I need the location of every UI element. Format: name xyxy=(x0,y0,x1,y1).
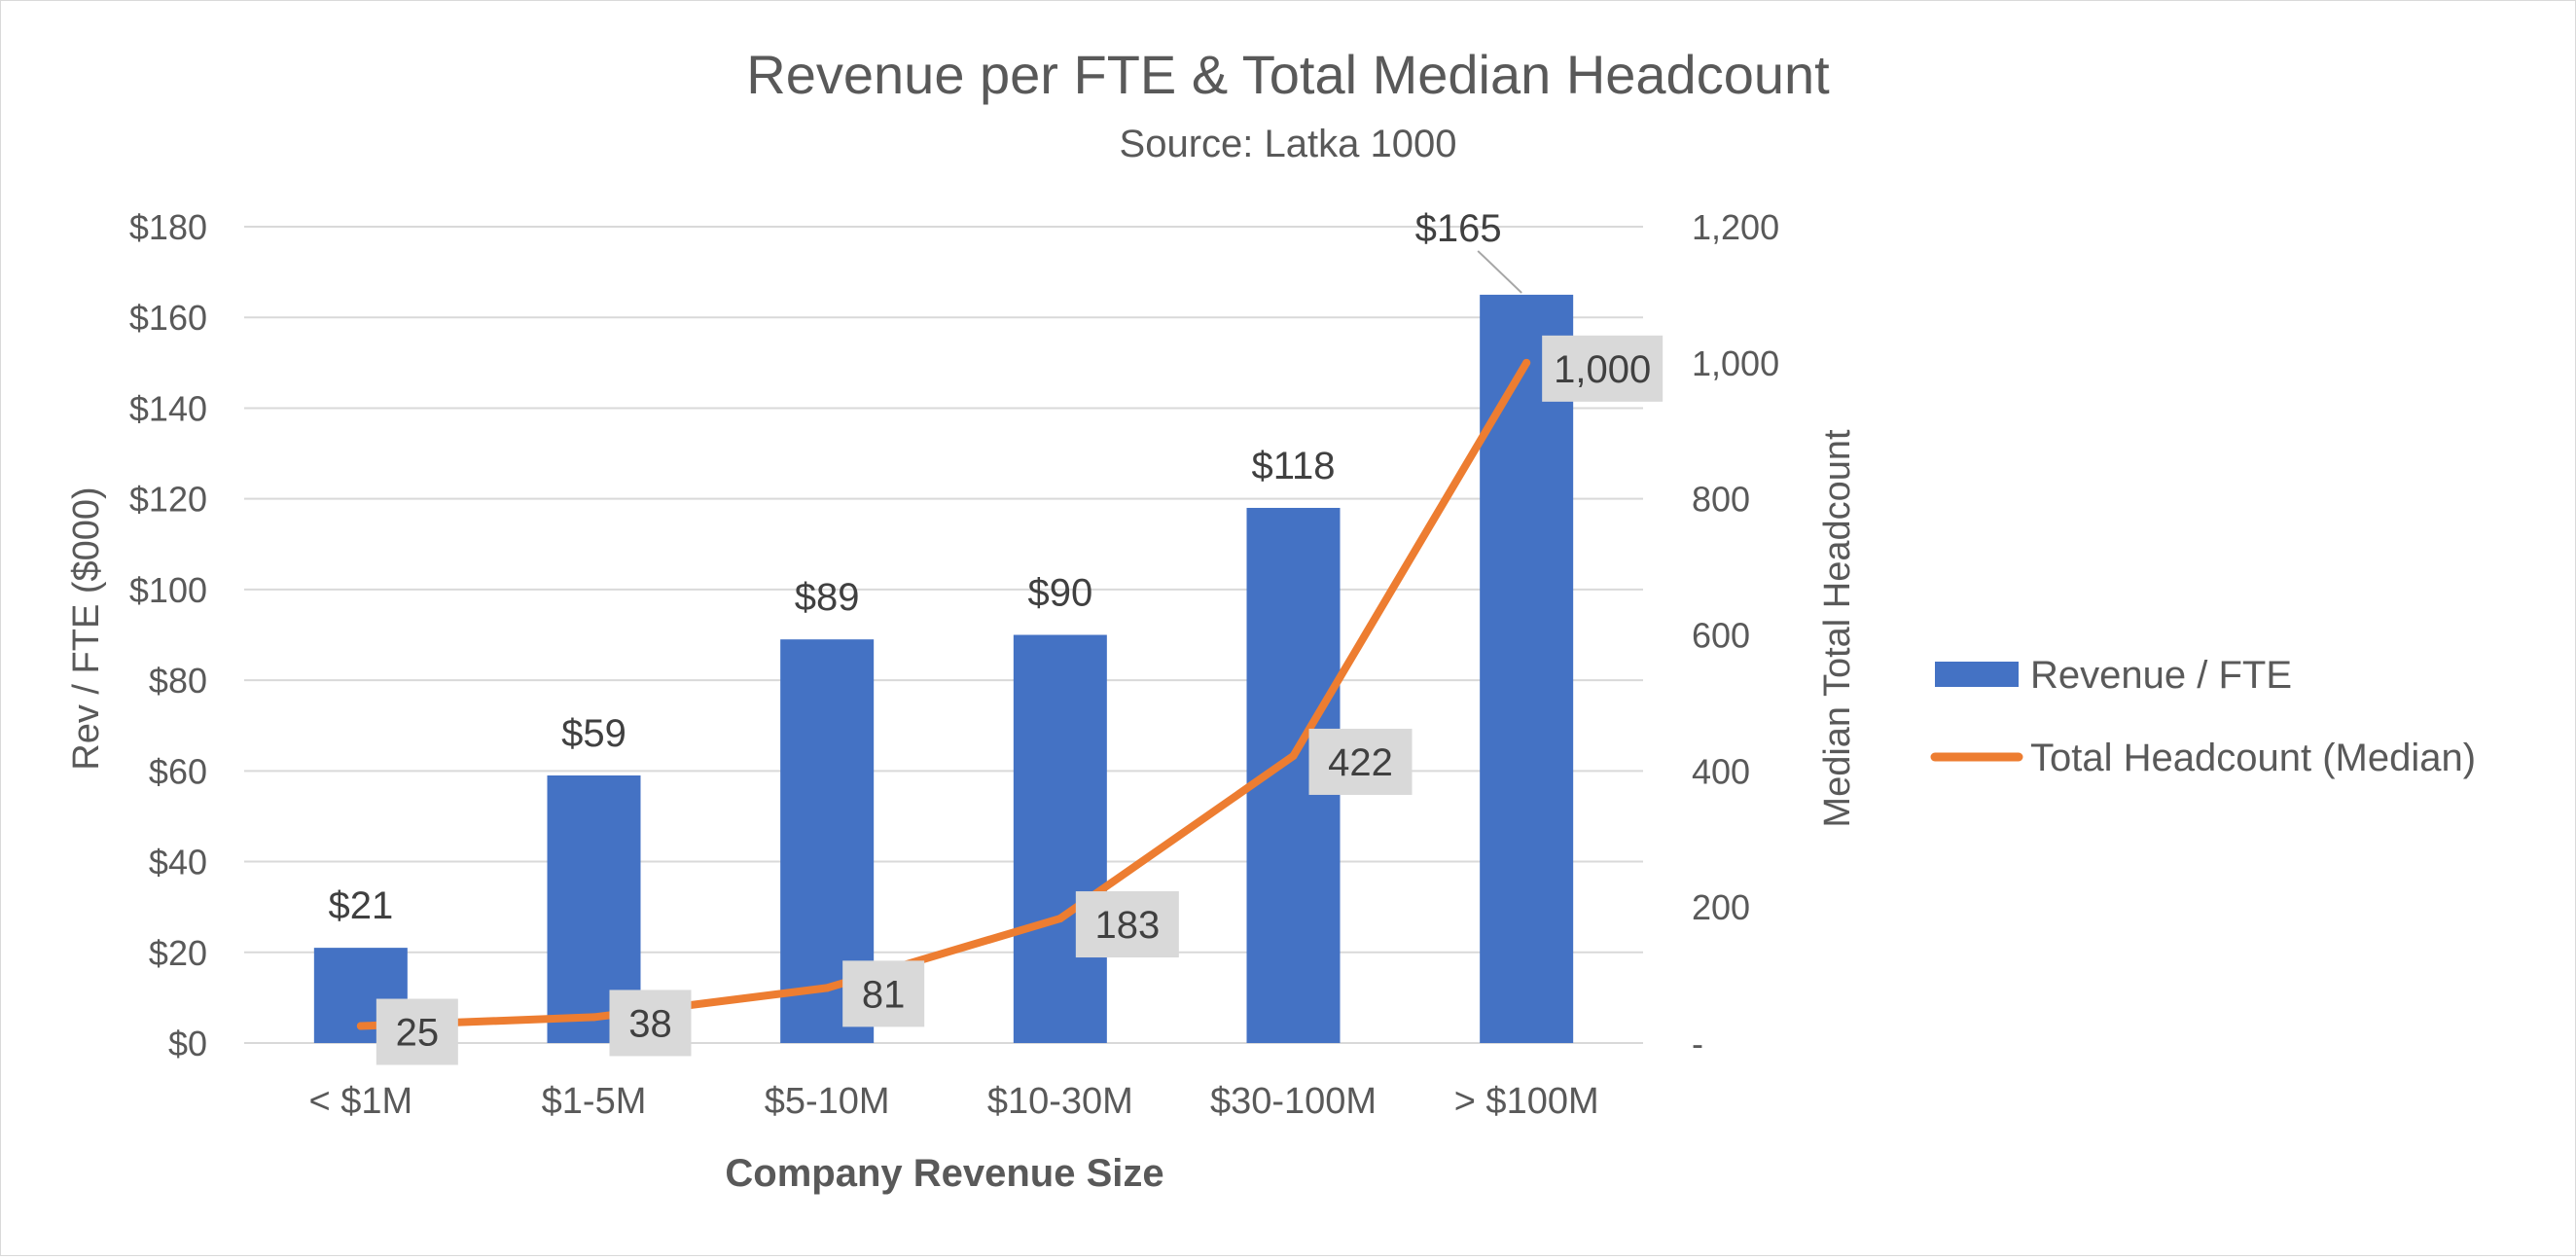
bar-data-label: $90 xyxy=(1027,572,1092,615)
x-tick-label: $30-100M xyxy=(1210,1081,1377,1122)
line-data-label: 81 xyxy=(862,973,906,1016)
line-point xyxy=(1055,915,1064,923)
gridlines xyxy=(244,226,1643,1044)
axes: $0 $20 $40 $60 $80 $100 $120 $140 $160 $180 - 200 40… xyxy=(129,207,1779,1122)
y2-tick-label: 800 xyxy=(1692,480,1750,520)
y-tick-label: $60 xyxy=(149,751,207,791)
line-point xyxy=(823,984,832,992)
y-tick-label: $120 xyxy=(129,480,207,520)
line-label-box xyxy=(1542,335,1664,402)
y-tick-label: $40 xyxy=(149,843,207,882)
bar-data-label: $89 xyxy=(795,576,860,619)
line-data-label: 38 xyxy=(628,1002,672,1045)
line-label-box xyxy=(1308,728,1413,795)
y-tick-label: $80 xyxy=(149,661,207,701)
y-tick-label: $180 xyxy=(129,207,207,247)
chart-subtitle: Source: Latka 1000 xyxy=(1120,123,1457,165)
legend-label-headcount: Total Headcount (Median) xyxy=(2030,737,2476,779)
line-point xyxy=(1522,358,1531,367)
line-label-box xyxy=(376,998,458,1065)
bar-data-label: $118 xyxy=(1251,445,1335,487)
y-tick-label: $20 xyxy=(149,933,207,973)
legend-label-revenue: Revenue / FTE xyxy=(2030,654,2292,697)
line-label-box xyxy=(609,990,692,1057)
y-tick-label: $140 xyxy=(129,388,207,428)
y-tick-label: $160 xyxy=(129,298,207,338)
line-point xyxy=(590,1013,598,1022)
line-label-box xyxy=(842,960,925,1027)
y2-axis-title: Median Total Headcount xyxy=(1817,429,1858,828)
x-tick-label: > $100M xyxy=(1454,1081,1599,1122)
leader-line xyxy=(1477,250,1522,294)
x-tick-label: $1-5M xyxy=(542,1081,647,1122)
legend: Revenue / FTE Total Headcount (Median) xyxy=(1930,654,2476,779)
line-data-label: 1,000 xyxy=(1554,348,1651,391)
bar-data-label: $21 xyxy=(328,884,393,927)
x-tick-label: < $1M xyxy=(308,1081,412,1122)
x-tick-label: $10-30M xyxy=(987,1081,1133,1122)
bar-data-label: $59 xyxy=(561,712,626,755)
chart-title: Revenue per FTE & Total Median Headcount xyxy=(746,44,1830,105)
line-data-label: 422 xyxy=(1328,741,1393,784)
y2-tick-label: 200 xyxy=(1692,887,1750,927)
y2-tick-label: - xyxy=(1692,1024,1703,1063)
bar-series xyxy=(313,294,1574,1044)
line-label-box xyxy=(1075,891,1179,958)
y-axis-title: Rev / FTE ($000) xyxy=(66,486,107,770)
line-data-label: 183 xyxy=(1094,904,1160,947)
legend-swatch-bar xyxy=(1935,662,2019,687)
line-data-label: 25 xyxy=(396,1012,440,1055)
y-tick-label: $100 xyxy=(129,570,207,610)
y-tick-label: $0 xyxy=(168,1024,207,1063)
y2-tick-label: 600 xyxy=(1692,616,1750,656)
line-point xyxy=(356,1022,365,1030)
bar xyxy=(1480,294,1574,1044)
x-axis-title: Company Revenue Size xyxy=(725,1152,1163,1195)
line-series xyxy=(356,358,1531,1030)
x-tick-label: $5-10M xyxy=(765,1081,890,1122)
data-labels: $21 $59 $89 $90 $118 $165 25 38 81 183 422 1,000 xyxy=(328,207,1664,1065)
bar-data-label: $165 xyxy=(1415,207,1502,250)
y2-tick-label: 1,000 xyxy=(1692,343,1779,383)
y2-tick-label: 1,200 xyxy=(1692,207,1779,247)
headcount-line xyxy=(356,358,1531,1030)
bar xyxy=(1013,634,1107,1043)
y2-tick-label: 400 xyxy=(1692,751,1750,791)
line-point xyxy=(1289,751,1298,760)
